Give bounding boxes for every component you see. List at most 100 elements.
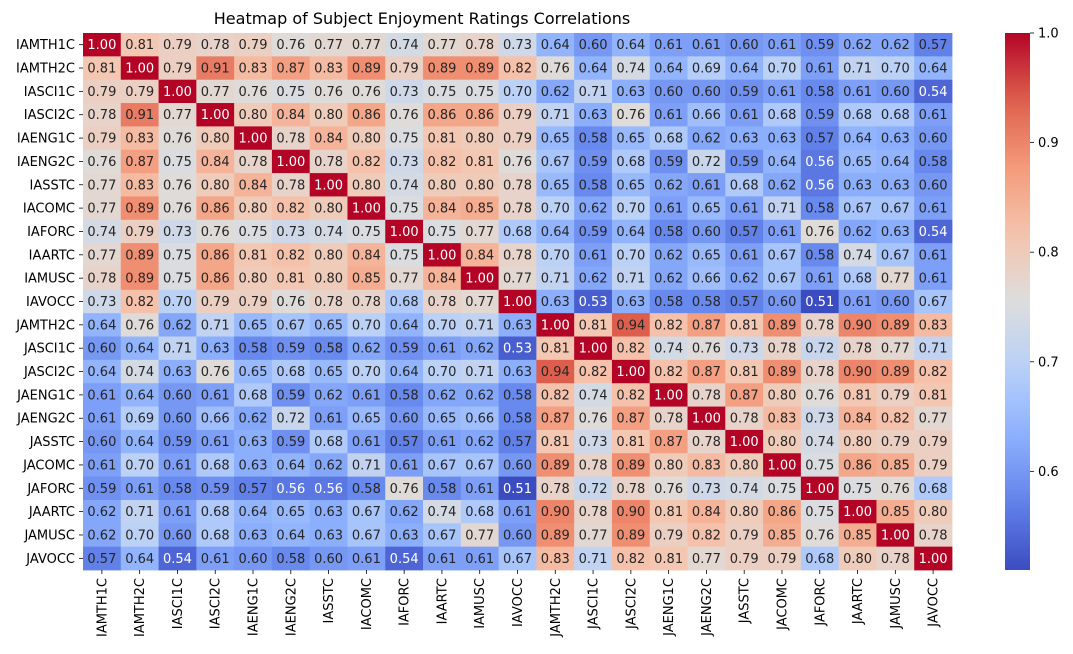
heatmap-cell [763, 523, 802, 548]
cell-value-label: 1.00 [503, 295, 532, 310]
heatmap-cell [611, 149, 651, 174]
heatmap-cell [498, 289, 537, 314]
heatmap-cell [271, 289, 311, 314]
cell-value-label: 0.85 [465, 202, 494, 217]
heatmap-cell [687, 289, 726, 314]
cell-value-label: 0.81 [541, 435, 570, 450]
heatmap-cell [687, 33, 726, 57]
heatmap-cell [536, 289, 575, 314]
heatmap-cell [234, 476, 273, 501]
cell-value-label: 0.89 [616, 528, 645, 543]
heatmap-cell [914, 406, 953, 431]
cell-value-label: 1.00 [843, 505, 872, 520]
cell-value-label: 0.57 [239, 482, 268, 497]
cell-value-label: 0.61 [919, 248, 948, 263]
heatmap-cell [687, 313, 726, 337]
cell-value-label: 0.58 [276, 552, 305, 567]
heatmap-cell [914, 173, 953, 197]
heatmap-cell [498, 243, 537, 267]
heatmap-cell [725, 453, 764, 478]
heatmap-cell [914, 523, 953, 548]
cell-value-label: 0.66 [465, 412, 494, 427]
cell-value-label: 0.68 [201, 528, 230, 543]
cell-value-label: 0.78 [201, 38, 230, 53]
heatmap-cell [120, 126, 159, 151]
heatmap-cell [536, 266, 575, 291]
heatmap-cell [800, 173, 840, 197]
heatmap-cell [158, 289, 197, 314]
cell-value-label: 0.64 [843, 132, 872, 147]
heatmap-cell [838, 523, 877, 548]
heatmap-cell [536, 243, 575, 267]
heatmap-cell [385, 126, 424, 151]
cell-value-label: 0.69 [125, 412, 154, 427]
cell-value-label: 0.63 [730, 132, 759, 147]
heatmap-cell [536, 383, 575, 407]
cell-value-label: 0.78 [843, 342, 872, 357]
cell-value-label: 0.79 [239, 295, 268, 310]
heatmap-cell [536, 336, 575, 361]
cell-value-label: 0.57 [919, 38, 948, 53]
heatmap-cell [234, 56, 273, 81]
heatmap-cell [611, 266, 651, 291]
cell-value-label: 0.94 [541, 365, 570, 380]
x-tick-label: JASSTC [738, 578, 753, 624]
heatmap-cell [914, 289, 953, 314]
cell-value-label: 0.80 [239, 272, 268, 287]
cell-value-label: 0.57 [730, 225, 759, 240]
cell-value-label: 0.62 [654, 248, 683, 263]
cell-value-label: 0.67 [276, 318, 305, 333]
cell-value-label: 0.71 [541, 272, 570, 287]
heatmap-cell [460, 219, 500, 244]
heatmap-cell [196, 289, 235, 314]
heatmap-cell [385, 523, 424, 548]
heatmap-cell [649, 33, 688, 57]
cell-value-label: 0.60 [919, 132, 948, 147]
y-tick-label: JAFORC [26, 482, 75, 497]
cell-value-label: 0.60 [730, 38, 759, 53]
cell-value-label: 0.53 [579, 295, 608, 310]
cell-value-label: 0.61 [805, 62, 834, 77]
x-tick-label: JASCI2C [624, 578, 639, 630]
heatmap-cell [574, 523, 613, 548]
heatmap-cell [347, 79, 386, 104]
cell-value-label: 0.82 [276, 248, 305, 263]
heatmap-cell [83, 313, 122, 337]
cell-value-label: 0.80 [352, 178, 381, 193]
x-tick-label: JAVOCC [927, 578, 942, 628]
heatmap-cell [763, 33, 802, 57]
heatmap-cell [234, 546, 273, 571]
cell-value-label: 0.54 [163, 552, 192, 567]
cell-value-label: 0.75 [390, 248, 419, 263]
cell-value-label: 0.82 [276, 202, 305, 217]
cell-value-label: 0.70 [352, 318, 381, 333]
y-tick-label: JAVOCC [25, 552, 75, 567]
cell-value-label: 0.71 [465, 365, 494, 380]
heatmap-cell [309, 219, 348, 244]
cell-value-label: 0.90 [843, 318, 872, 333]
cell-value-label: 0.61 [163, 505, 192, 520]
heatmap-cell [423, 103, 462, 127]
heatmap-cell [876, 219, 915, 244]
heatmap-cell [649, 546, 688, 571]
x-tick-label: IAENG2C [284, 578, 299, 636]
cell-value-label: 0.60 [579, 38, 608, 53]
cell-value-label: 0.78 [616, 482, 645, 497]
heatmap-cell [611, 56, 651, 81]
heatmap-cell [271, 453, 311, 478]
heatmap-cell [800, 243, 840, 267]
cell-value-label: 0.61 [465, 482, 494, 497]
colorbar-tick-label: 0.7 [1038, 355, 1059, 370]
x-tick-label: IAARTC [435, 578, 450, 624]
heatmap-cell [574, 33, 613, 57]
heatmap-cell [158, 453, 197, 478]
cell-value-label: 0.73 [390, 85, 419, 100]
cell-value-label: 0.86 [201, 272, 230, 287]
heatmap-cell [763, 429, 802, 454]
cell-value-label: 0.68 [201, 505, 230, 520]
heatmap-cell [800, 546, 840, 571]
heatmap-cell [763, 79, 802, 104]
heatmap-cell [876, 546, 915, 571]
cell-value-label: 0.60 [881, 85, 910, 100]
heatmap-cell [234, 453, 273, 478]
